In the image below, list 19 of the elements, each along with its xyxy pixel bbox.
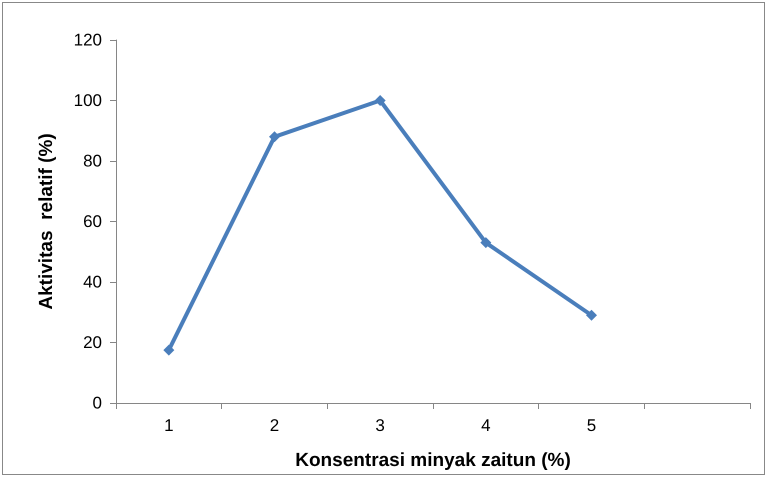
y-tick-label: 80 xyxy=(83,152,102,170)
y-tick-label: 0 xyxy=(92,394,102,412)
y-tick-label: 60 xyxy=(83,212,102,231)
y-tick-label: 40 xyxy=(83,272,102,292)
x-tick-label: 1 xyxy=(164,416,174,435)
point xyxy=(269,131,280,142)
y-tick-label: 20 xyxy=(83,333,102,352)
x-tick-label: 3 xyxy=(375,416,385,435)
x-tick-label: 4 xyxy=(481,416,491,435)
y-tick-label: 100 xyxy=(74,91,102,110)
y-axis-title: Aktivitas relatif (%) xyxy=(36,133,57,310)
x-axis-title: Konsentrasi minyak zaitun (%) xyxy=(295,450,571,471)
point xyxy=(480,237,492,248)
x-tick-label: 5 xyxy=(586,416,596,435)
x-tick-label: 2 xyxy=(270,416,280,435)
point xyxy=(374,95,386,106)
point xyxy=(163,344,174,356)
point xyxy=(586,310,597,321)
y-tick-label: 120 xyxy=(74,30,102,50)
